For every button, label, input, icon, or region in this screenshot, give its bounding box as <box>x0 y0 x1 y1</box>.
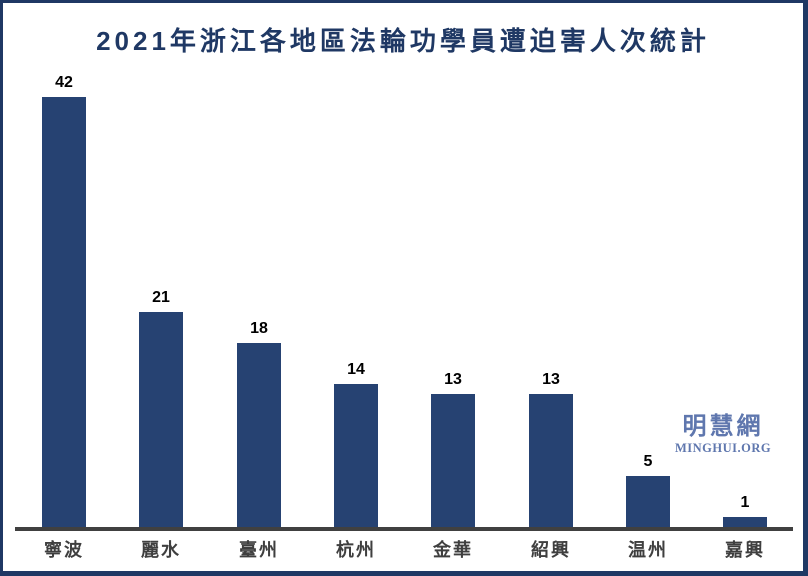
bar-value-label: 13 <box>444 371 462 388</box>
plot-area: 42 寧波 21 麗水 18 臺州 14 杭州 13 金華 13 紹興 5 温州 1 嘉興 <box>3 3 803 571</box>
bar-value-label: 18 <box>250 320 268 337</box>
bar-value-label: 14 <box>347 361 365 378</box>
category-label: 紹興 <box>531 540 571 560</box>
x-axis-line <box>15 527 793 531</box>
bar <box>431 394 475 527</box>
bar <box>334 384 378 527</box>
bar-value-label: 21 <box>152 289 170 306</box>
bar-value-label: 13 <box>542 371 560 388</box>
minghui-watermark: 明慧網 MINGHUI.ORG <box>653 412 793 455</box>
category-label: 嘉興 <box>725 540 765 560</box>
bar <box>529 394 573 527</box>
category-label: 寧波 <box>44 540 84 560</box>
category-label: 杭州 <box>336 540 376 560</box>
minghui-watermark-cjk-text: 明慧網 <box>682 414 764 440</box>
bar <box>237 343 281 527</box>
category-label: 麗水 <box>141 540 181 560</box>
chart-title: 2021年浙江各地區法輪功學員遭迫害人次統計 <box>96 26 710 56</box>
bar <box>42 97 86 527</box>
bar-value-label: 5 <box>643 453 653 470</box>
category-label: 金華 <box>433 540 473 560</box>
bar <box>626 476 670 527</box>
bar <box>723 517 767 527</box>
minghui-watermark-latin-text: MINGHUI.ORG <box>674 441 772 455</box>
bar-value-label: 42 <box>55 74 73 91</box>
category-label: 温州 <box>628 540 668 560</box>
bar <box>139 312 183 527</box>
bar-value-label: 1 <box>740 494 750 511</box>
category-label: 臺州 <box>239 540 279 560</box>
